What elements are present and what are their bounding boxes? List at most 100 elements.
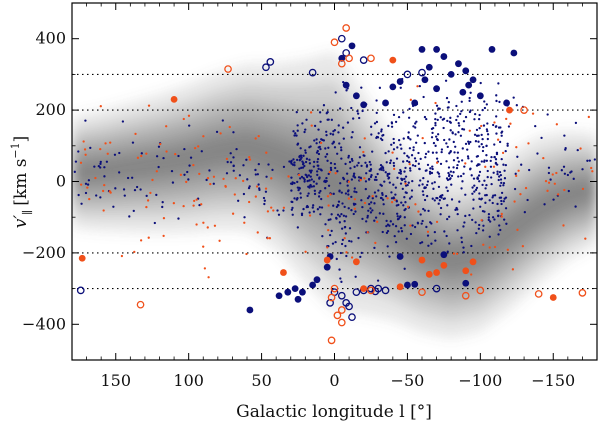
- data-point: [434, 124, 437, 127]
- data-point: [270, 177, 273, 180]
- data-point: [375, 99, 378, 102]
- data-point: [352, 172, 356, 175]
- data-point: [255, 185, 259, 188]
- data-point: [339, 251, 343, 255]
- data-point: [232, 156, 235, 159]
- data-point: [324, 187, 327, 190]
- data-point: [435, 220, 439, 224]
- data-point: [179, 173, 183, 176]
- data-point: [353, 203, 356, 206]
- data-point: [490, 176, 493, 179]
- data-point: [246, 178, 249, 181]
- data-point: [418, 167, 421, 171]
- data-point: [370, 125, 373, 128]
- data-point: [327, 146, 330, 149]
- series-open-navy: [76, 34, 441, 322]
- data-point: [316, 160, 319, 164]
- data-point: [488, 235, 491, 238]
- data-point: [133, 250, 136, 254]
- data-point: [284, 288, 292, 296]
- data-point: [301, 160, 304, 163]
- data-point: [224, 184, 227, 188]
- data-point: [342, 177, 346, 181]
- data-point: [499, 173, 503, 177]
- y-axis-units: [km s: [11, 159, 31, 206]
- data-point: [304, 151, 307, 154]
- data-point: [315, 138, 318, 141]
- data-point: [475, 186, 479, 190]
- data-point: [246, 306, 254, 314]
- data-point: [460, 110, 463, 113]
- data-point: [476, 286, 485, 295]
- data-point: [350, 209, 353, 212]
- data-point: [546, 113, 549, 116]
- data-point: [493, 143, 496, 146]
- x-axis-ticks: 150 100 50 0 −50 −100 −150: [86, 3, 583, 390]
- data-point: [335, 205, 339, 209]
- data-point: [388, 172, 391, 175]
- data-point: [291, 163, 295, 166]
- data-point: [448, 173, 451, 176]
- data-point: [500, 215, 503, 218]
- data-point: [145, 152, 148, 155]
- data-point: [325, 179, 328, 183]
- data-point: [386, 245, 389, 248]
- data-point: [337, 124, 340, 127]
- data-point: [451, 132, 454, 135]
- data-point: [349, 167, 352, 170]
- data-point: [417, 162, 420, 165]
- data-point: [403, 152, 406, 155]
- data-point: [587, 115, 590, 119]
- data-point: [497, 214, 500, 217]
- data-point: [408, 163, 411, 166]
- data-point: [97, 164, 100, 168]
- data-point: [503, 197, 506, 200]
- data-point: [470, 273, 473, 276]
- data-point: [466, 148, 469, 151]
- data-point: [203, 267, 207, 270]
- data-point: [378, 86, 382, 89]
- data-point: [446, 189, 449, 193]
- data-point: [342, 214, 346, 217]
- data-point: [99, 148, 102, 151]
- data-point: [531, 112, 535, 115]
- data-point: [375, 120, 379, 124]
- data-point: [330, 284, 339, 293]
- data-point: [296, 158, 299, 162]
- data-point: [502, 163, 505, 166]
- data-point: [514, 172, 517, 175]
- data-point: [378, 212, 381, 215]
- data-point: [368, 169, 371, 173]
- data-point: [425, 194, 429, 198]
- data-point: [392, 148, 396, 151]
- data-point: [421, 219, 424, 223]
- data-point: [315, 170, 319, 173]
- data-point: [393, 198, 397, 201]
- data-point: [293, 182, 296, 185]
- data-point: [312, 165, 316, 168]
- data-point: [301, 122, 304, 125]
- data-point: [418, 256, 426, 264]
- data-point: [121, 120, 125, 123]
- data-point: [463, 165, 466, 168]
- data-point: [300, 156, 303, 159]
- data-point: [473, 190, 476, 193]
- data-point: [136, 156, 140, 159]
- data-point: [86, 183, 90, 186]
- data-point: [566, 173, 570, 177]
- data-point: [206, 176, 210, 180]
- data-point: [498, 100, 501, 104]
- data-point: [380, 184, 383, 187]
- data-point: [440, 196, 443, 199]
- data-point: [288, 160, 291, 163]
- data-point: [399, 143, 402, 146]
- y-axis-title: v′∥ [km s−1]: [9, 136, 34, 229]
- data-point: [337, 204, 340, 207]
- data-point: [431, 131, 434, 135]
- data-point: [515, 104, 518, 107]
- data-point: [434, 121, 437, 125]
- data-point: [300, 175, 304, 179]
- data-point: [122, 188, 126, 191]
- data-point: [479, 205, 482, 208]
- data-point: [357, 236, 360, 240]
